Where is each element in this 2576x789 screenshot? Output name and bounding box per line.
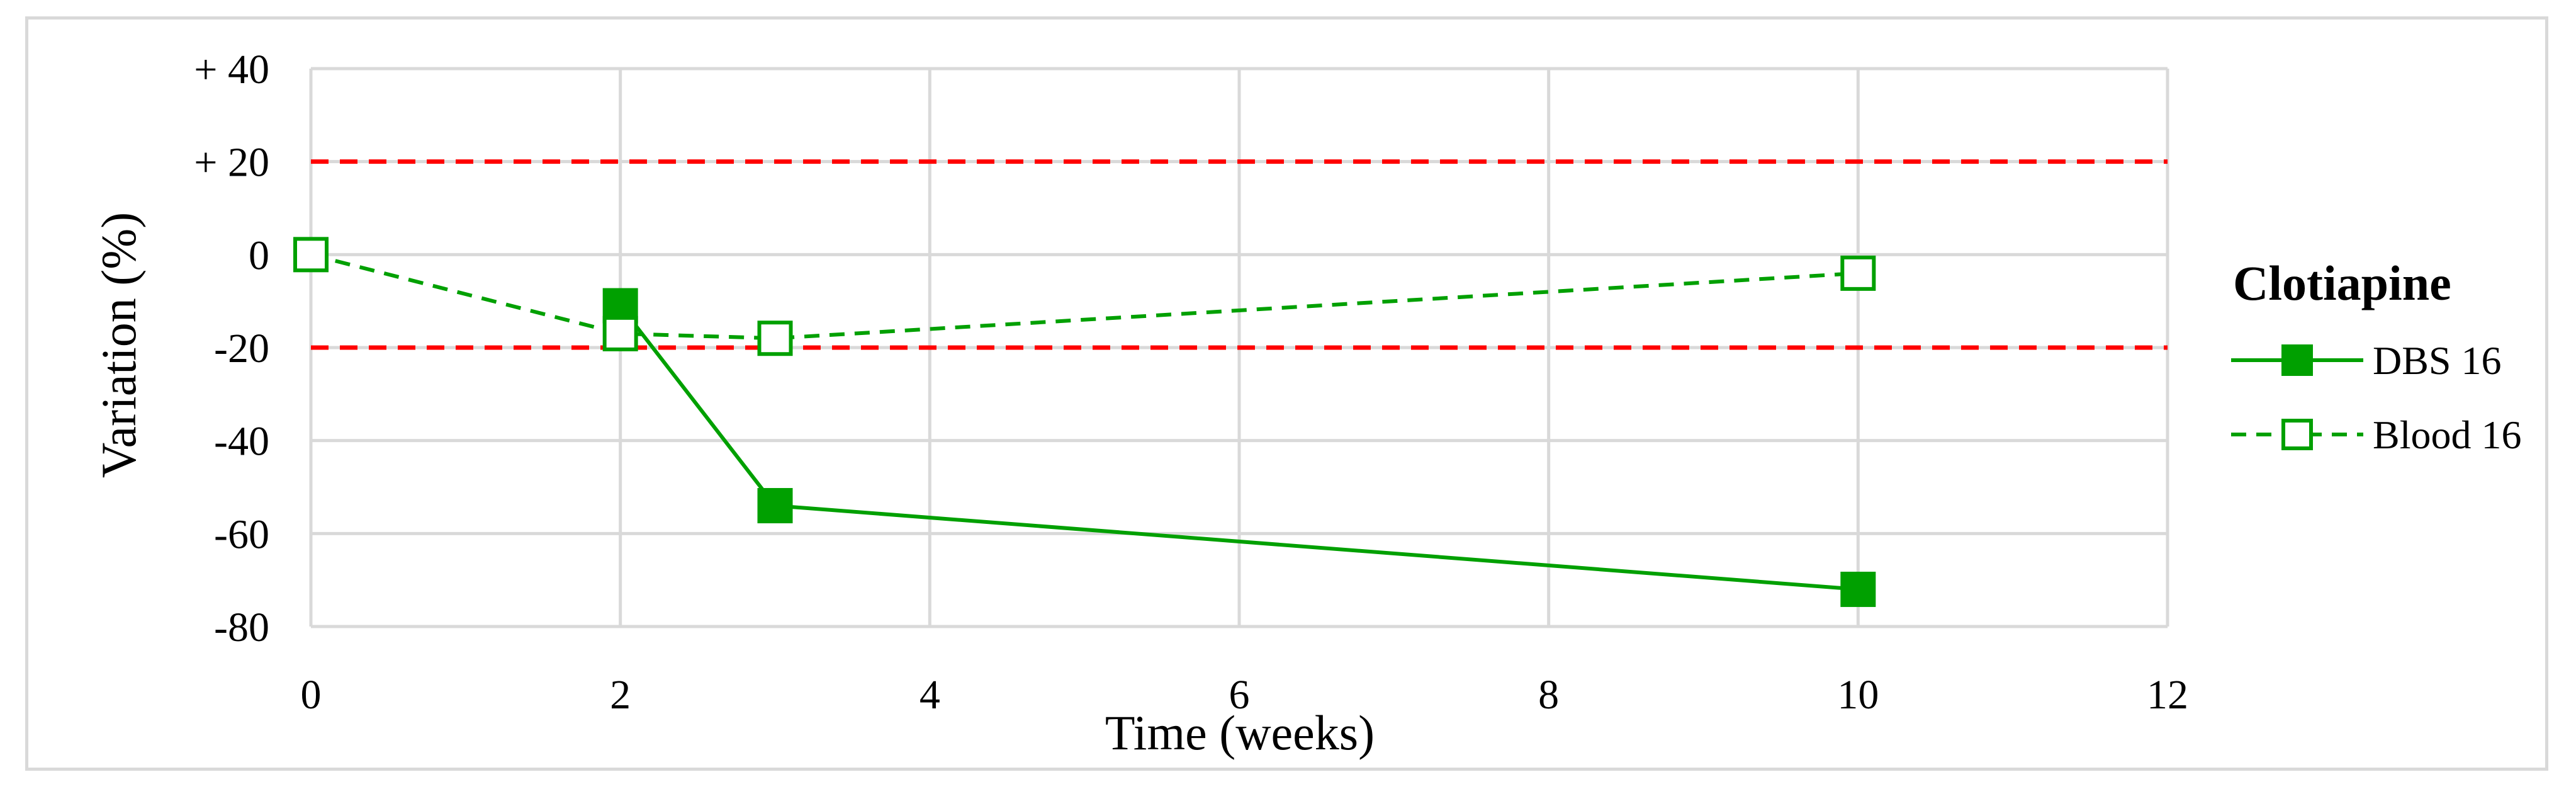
y-tick-label: -60 bbox=[214, 511, 269, 557]
y-tick-label: + 20 bbox=[194, 140, 269, 186]
y-tick-label: -40 bbox=[214, 419, 269, 465]
series-lines bbox=[310, 253, 1859, 591]
reference-lines bbox=[311, 159, 2168, 350]
x-tick-label: 4 bbox=[920, 672, 940, 718]
tick-labels: + 40 + 20 0 -20 -40 -60 -80 0 2 4 6 8 10 12 bbox=[194, 47, 2188, 718]
legend: Clotiapine DBS 16 Blood 16 bbox=[2231, 256, 2521, 457]
chart-frame bbox=[25, 16, 2548, 771]
x-tick-label: 8 bbox=[1538, 672, 1559, 718]
y-tick-label: + 40 bbox=[194, 47, 269, 93]
legend-marker bbox=[2281, 419, 2313, 450]
legend-marker bbox=[2281, 344, 2313, 376]
y-tick-label: -80 bbox=[214, 605, 269, 650]
data-point bbox=[1840, 255, 1876, 291]
series-line bbox=[310, 253, 1859, 341]
y-axis-title: Variation (%) bbox=[91, 212, 146, 478]
data-markers bbox=[293, 237, 1876, 607]
data-point bbox=[293, 237, 329, 273]
y-tick-label: 0 bbox=[249, 232, 269, 278]
x-tick-label: 2 bbox=[610, 672, 631, 718]
data-point bbox=[757, 321, 793, 356]
x-tick-label: 6 bbox=[1229, 672, 1250, 718]
data-point bbox=[602, 315, 638, 351]
legend-label: Blood 16 bbox=[2373, 412, 2521, 457]
legend-label: DBS 16 bbox=[2373, 338, 2502, 383]
data-point bbox=[1840, 571, 1876, 607]
data-point bbox=[757, 488, 793, 524]
legend-title: Clotiapine bbox=[2233, 256, 2451, 310]
x-tick-label: 10 bbox=[1837, 672, 1879, 718]
x-tick-label: 12 bbox=[2147, 672, 2188, 718]
x-tick-label: 0 bbox=[301, 672, 322, 718]
y-tick-label: -20 bbox=[214, 326, 269, 372]
x-axis-title: Time (weeks) bbox=[1105, 705, 1375, 760]
